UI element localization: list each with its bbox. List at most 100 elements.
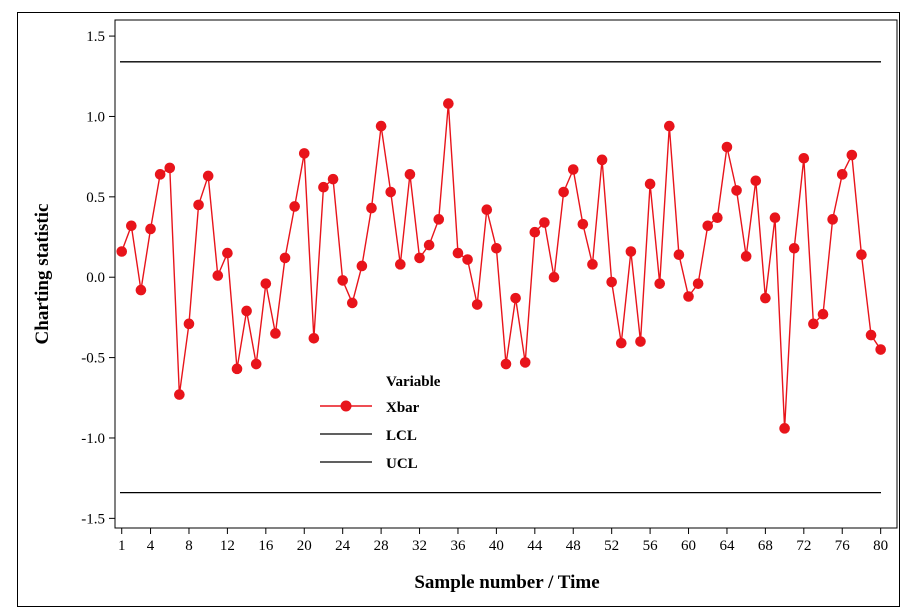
xbar-point [596,154,608,166]
xbar-point [519,357,531,368]
xbar-point [462,254,473,265]
y-tick-label: 0.5 [86,190,105,206]
x-tick-label: 60 [681,538,696,554]
xbar-point [808,318,819,330]
x-tick-label: 12 [220,538,235,554]
legend-ucl-label: UCL [386,456,418,472]
xbar-point [846,149,858,161]
xbar-point [270,328,281,339]
plot-area-frame [114,19,898,529]
xbar-point [145,223,156,235]
xbar-point [443,98,454,109]
y-tick-label: -1.0 [81,431,105,447]
xbar-point [222,247,233,259]
xbar-point [712,212,723,224]
chart-outer-border [17,12,900,607]
xbar-point [481,204,493,215]
xbar-point [827,214,838,225]
x-tick-label: 40 [489,538,504,554]
xbar-point [683,291,694,302]
xbar-point [375,120,387,132]
legend: Variable Xbar LCL UCL [320,374,441,472]
xbar-point [625,246,637,257]
xbar-point [154,169,166,180]
x-tick-label: 4 [147,538,155,554]
y-tick-label: -1.5 [81,511,105,527]
x-tick-label: 1 [118,538,126,554]
x-tick-label: 20 [297,538,312,554]
xbar-point [865,329,877,341]
xbar-point [250,358,262,370]
x-tick-label: 52 [604,538,619,554]
xbar-point [644,178,656,190]
xbar-point [740,251,752,262]
xbar-point [174,389,185,400]
xbar-point [673,249,685,261]
x-tick-label: 76 [835,538,851,554]
control-limit-lines [120,61,881,494]
xbar-point [817,308,829,320]
legend-title: Variable [386,374,441,390]
x-tick-label: 36 [450,538,466,554]
xbar-point [635,336,646,347]
xbar-point [231,363,243,375]
xbar-point [164,162,176,174]
xbar-point [289,201,300,212]
x-tick-label: 16 [258,538,274,554]
xbar-point [135,284,147,296]
xbar-line [121,103,882,429]
xbar-point [769,212,781,224]
xbar-point [385,186,397,198]
xbar-point [183,318,195,330]
xbar-point [567,164,579,175]
xbar-point [202,170,214,182]
xbar-point [279,252,291,264]
xbar-point [298,148,310,159]
x-tick-label: 68 [758,538,773,554]
xbar-point [395,259,406,270]
xbar-point [366,202,377,214]
x-tick-label: 24 [335,538,351,554]
xbar-point [606,276,617,288]
x-tick-label: 72 [796,538,811,554]
xbar-point [491,242,502,254]
legend-xbar-marker [340,400,352,412]
y-tick-label: 1.0 [86,109,105,125]
xbar-series [116,98,886,434]
xbar-point [798,152,810,164]
xbar-point [692,278,704,289]
x-tick-label: 44 [527,538,543,554]
xbar-point [318,181,329,193]
xbar-point [346,297,358,309]
xbar-point [212,270,224,281]
xbar-point [654,278,666,289]
legend-xbar-label: Xbar [386,400,420,416]
xbar-point [433,214,445,225]
xbar-point [788,242,800,254]
xbar-point [126,220,137,232]
xbar-point [414,252,425,264]
xbar-point [548,271,560,283]
xbar-point [500,358,512,370]
x-tick-label: 48 [566,538,581,554]
y-tick-label: 1.5 [86,29,105,45]
xbar-point [702,220,714,232]
xbar-point [471,299,483,310]
xbar-point [193,199,204,211]
xbar-point [587,259,598,270]
xbar-point [510,292,521,304]
xbar-point [856,249,867,261]
xbar-point [241,305,252,317]
xbar-point [875,344,886,355]
xbar-point [779,423,790,434]
x-tick-label: 32 [412,538,427,554]
xbar-point [356,260,368,272]
xbar-point [327,173,339,185]
x-tick-label: 8 [185,538,193,554]
xbar-point [423,239,435,251]
xbar-point [308,333,320,344]
xbar-point [529,226,541,238]
xbar-point [337,275,348,286]
